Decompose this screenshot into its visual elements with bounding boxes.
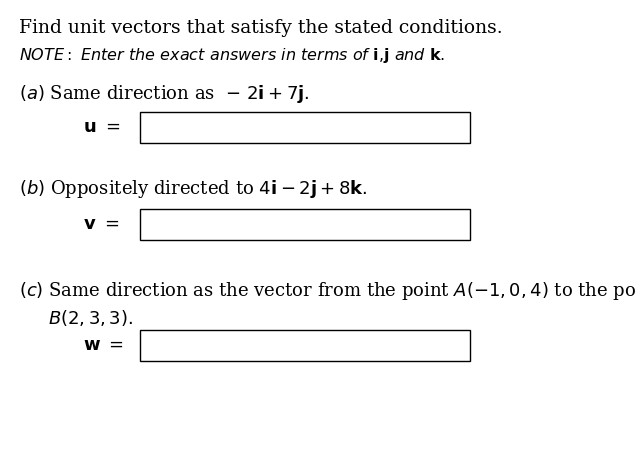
- Text: $(a)$ Same direction as  $-\ 2\mathbf{i}+7\mathbf{j}.$: $(a)$ Same direction as $-\ 2\mathbf{i}+…: [19, 83, 309, 106]
- Text: $(c)$ Same direction as the vector from the point $A(-1,0,4)$ to the point: $(c)$ Same direction as the vector from …: [19, 280, 635, 302]
- FancyBboxPatch shape: [140, 112, 470, 143]
- Text: $\mathbf{v}\ =$: $\mathbf{v}\ =$: [83, 215, 119, 233]
- FancyBboxPatch shape: [140, 209, 470, 240]
- Text: $\mathbf{u}\ =$: $\mathbf{u}\ =$: [83, 118, 120, 136]
- Text: $(b)$ Oppositely directed to $4\mathbf{i}-2\mathbf{j}+8\mathbf{k}.$: $(b)$ Oppositely directed to $4\mathbf{i…: [19, 178, 368, 200]
- Text: $\mathbf{w}\ =$: $\mathbf{w}\ =$: [83, 336, 124, 354]
- Text: Find unit vectors that satisfy the stated conditions.: Find unit vectors that satisfy the state…: [19, 19, 503, 37]
- FancyBboxPatch shape: [140, 330, 470, 361]
- Text: $B(2,3,3).$: $B(2,3,3).$: [48, 308, 133, 328]
- Text: $\it{NOTE{:}\ Enter\ the\ exact\ answers\ in\ terms\ of\ }$$\mathbf{i}$$\it{,}$$: $\it{NOTE{:}\ Enter\ the\ exact\ answers…: [19, 46, 445, 65]
